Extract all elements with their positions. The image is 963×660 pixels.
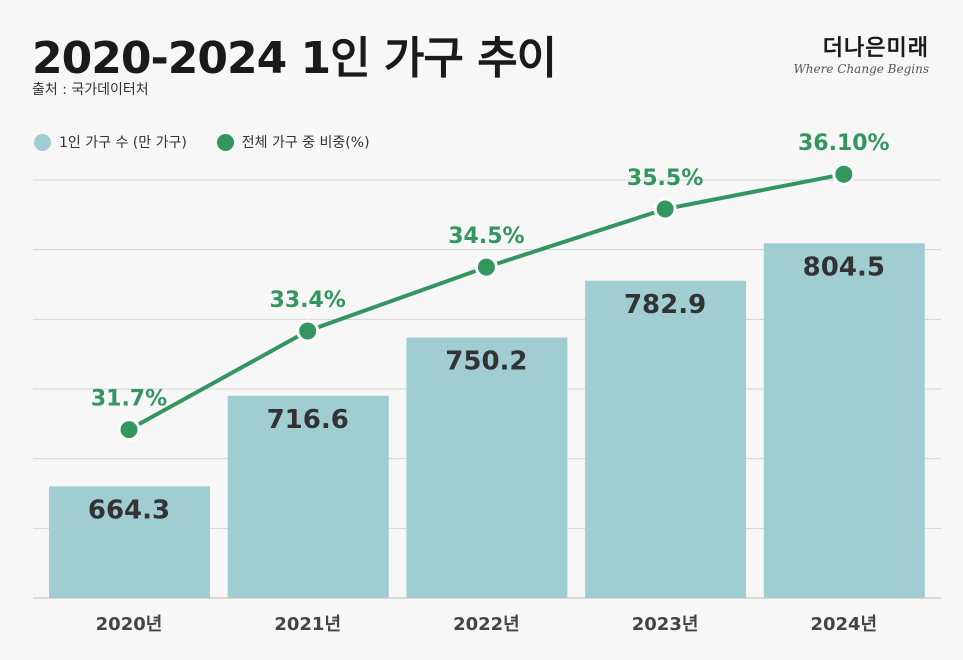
bar-value-label: 804.5	[803, 252, 885, 282]
logo-tagline: Where Change Begins	[793, 62, 929, 76]
logo: 더나은미래 Where Change Begins	[793, 30, 929, 76]
x-tick-label: 2022년	[453, 614, 520, 635]
page-title: 2020-2024 1인 가구 추이	[32, 33, 557, 84]
line-value-label: 33.4%	[270, 288, 346, 313]
bar	[585, 280, 747, 598]
legend: 1인 가구 수 (만 가구) 전체 가구 중 비중(%)	[34, 132, 370, 152]
line-point	[474, 255, 498, 279]
source-note: 출처 : 국가데이터처	[32, 82, 149, 98]
legend-label: 1인 가구 수 (만 가구)	[59, 135, 187, 151]
bar	[49, 486, 210, 598]
bar-value-label: 782.9	[624, 290, 706, 320]
line-value-label: 36.10%	[798, 131, 890, 156]
bar-value-label: 716.6	[267, 405, 349, 435]
line-value-label: 34.5%	[448, 224, 524, 249]
legend-bar-swatch-icon	[34, 133, 51, 151]
line-value-label: 35.5%	[627, 166, 703, 191]
x-tick-label: 2024년	[810, 614, 877, 635]
line-point	[653, 197, 677, 221]
line-value-label: 31.7%	[91, 387, 167, 412]
legend-item-line: 전체 가구 중 비중(%)	[216, 132, 370, 152]
legend-line-swatch-icon	[216, 133, 234, 151]
bar	[227, 395, 389, 598]
logo-korean: 더나은미래	[822, 36, 929, 61]
x-tick-label: 2023년	[632, 614, 699, 635]
line-point	[296, 319, 320, 343]
line-point	[117, 418, 141, 442]
line-point	[832, 162, 856, 186]
legend-item-bar: 1인 가구 수 (만 가구)	[34, 132, 187, 152]
bar-value-label: 664.3	[88, 495, 170, 525]
bar-value-label: 750.2	[445, 346, 527, 376]
x-tick-label: 2020년	[96, 614, 163, 635]
bar	[763, 243, 925, 598]
legend-label: 전체 가구 중 비중(%)	[241, 135, 370, 151]
x-tick-label: 2021년	[274, 614, 341, 635]
bar	[406, 337, 568, 598]
